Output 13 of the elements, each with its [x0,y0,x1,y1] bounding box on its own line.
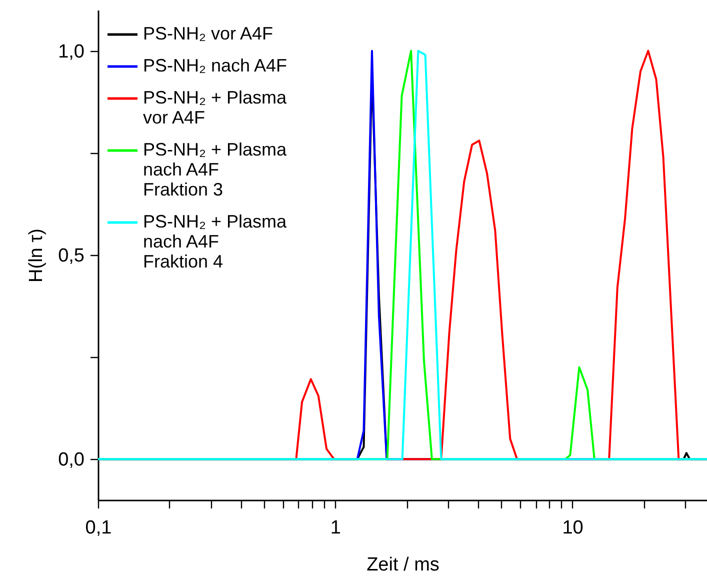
y-tick-label: 1,0 [58,41,84,62]
x-tick-label: 0,1 [85,518,112,538]
y-axis-title: H(ln τ) [26,228,48,282]
legend-label: PS-NH₂ vor A4F [143,24,274,44]
x-tick-label: 1 [330,518,341,538]
legend-label: PS-NH₂ nach A4F [143,56,288,76]
x-tick-label: 10 [562,518,584,538]
legend-label: PS-NH₂ + Plasma nach A4F Fraktion 4 [143,212,288,272]
legend-label: PS-NH₂ + Plasma nach A4F Fraktion 3 [143,140,288,200]
x-axis-title: Zeit / ms [366,554,440,576]
y-tick-label: 0,5 [58,246,84,266]
legend-label: PS-NH₂ + Plasma vor A4F [143,88,288,128]
y-tick-label: 0,0 [58,450,84,471]
